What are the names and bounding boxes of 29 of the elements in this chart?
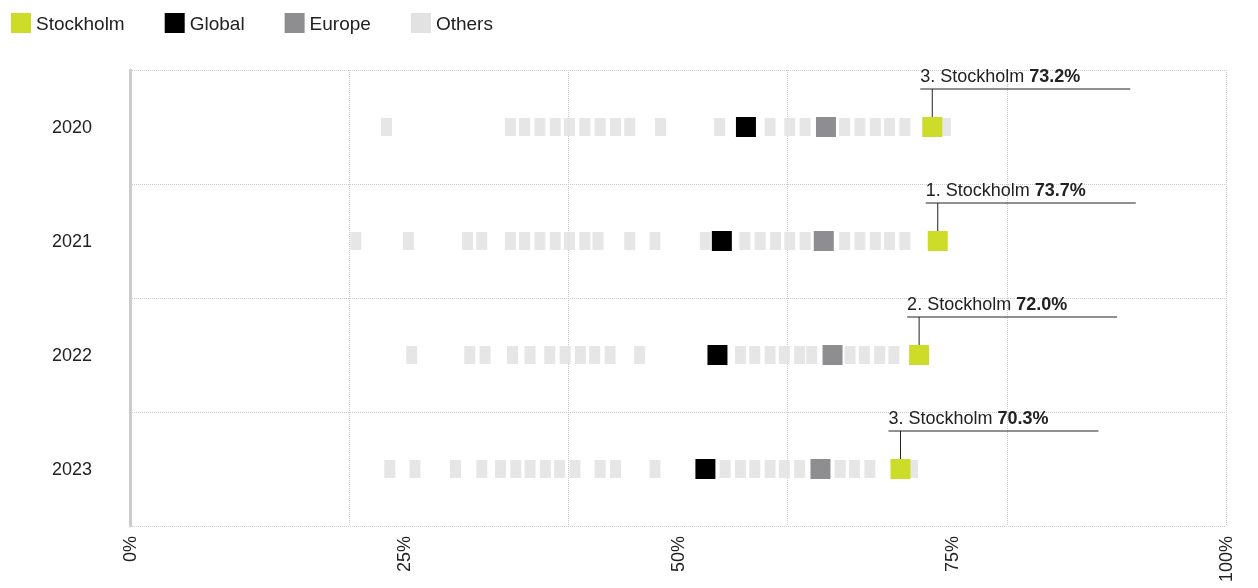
point: [822, 345, 843, 365]
point: [735, 117, 756, 137]
point: [922, 117, 943, 137]
y-tick-label: 2023: [51, 459, 92, 479]
point: [711, 231, 732, 251]
point: [890, 459, 911, 479]
legend-label: Europe: [309, 12, 371, 34]
point: [927, 231, 948, 251]
point: [695, 459, 716, 479]
point: [813, 231, 834, 251]
annotation: 1. Stockholm 73.7%: [925, 180, 1086, 200]
point: [815, 117, 836, 137]
x-tick-label: 50%: [668, 536, 688, 573]
legend-label: Stockholm: [36, 12, 125, 34]
legend-label: Others: [435, 12, 493, 34]
x-tick-label: 25%: [394, 536, 414, 573]
point: [810, 459, 831, 479]
annotation: 3. Stockholm 73.2%: [920, 66, 1081, 86]
x-tick-label: 100%: [1216, 536, 1236, 583]
annotation: 3. Stockholm 70.3%: [888, 408, 1049, 428]
point: [707, 345, 728, 365]
x-tick-label: 75%: [942, 536, 962, 573]
point: [909, 345, 930, 365]
legend-label: Global: [189, 12, 245, 34]
annotation: 2. Stockholm 72.0%: [907, 294, 1068, 314]
y-tick-label: 2021: [51, 231, 92, 251]
y-tick-label: 2022: [51, 345, 92, 365]
y-tick-label: 2020: [51, 117, 92, 137]
x-tick-label: 0%: [120, 536, 140, 563]
